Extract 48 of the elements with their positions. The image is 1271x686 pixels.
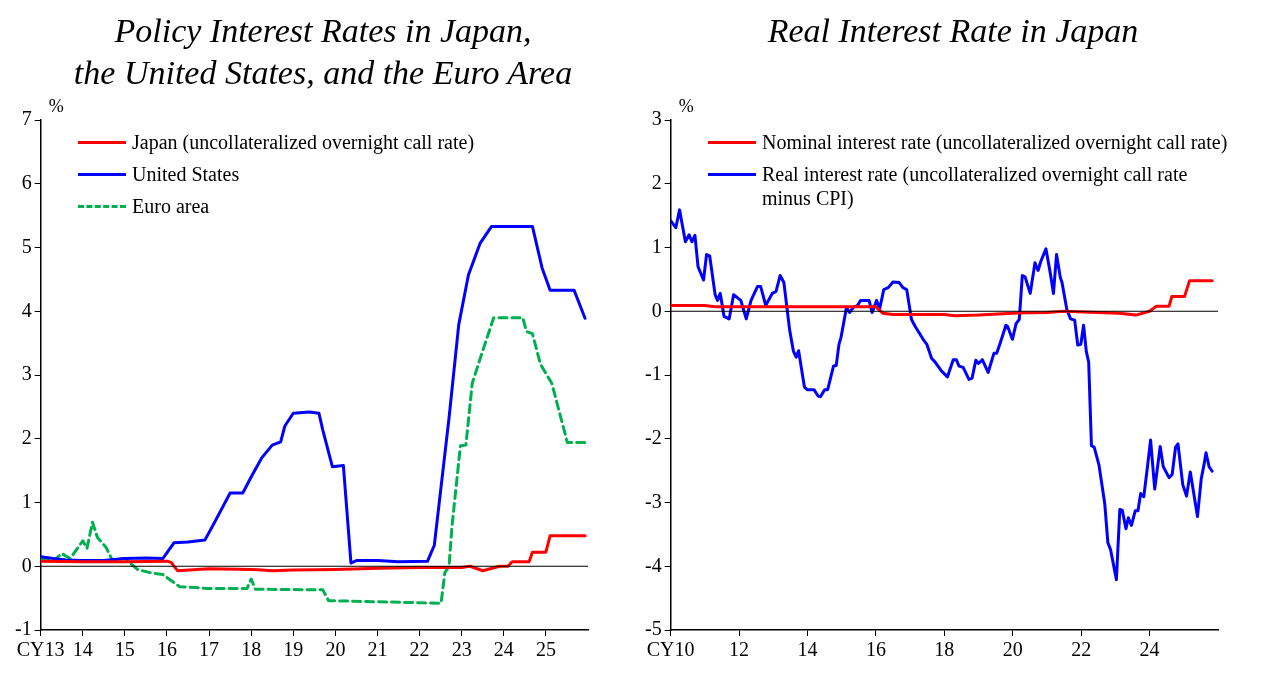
x-tick-label: 20 [1002,638,1023,661]
legend-label: Japan (uncollateralized overnight call rate) [132,130,475,154]
y-tick-label: 1 [21,489,32,512]
y-tick-label: 1 [651,234,662,257]
y-tick-label: -1 [644,362,662,385]
legend-label: Real interest rate (uncollateralized overnight call rate minus CPI) [762,162,1189,210]
x-tick-label: 24 [493,638,514,661]
legend-label: United States [132,162,240,186]
x-tick-label: 16 [156,638,177,661]
x-tick-label: 22 [409,638,430,661]
y-tick-label: -5 [644,617,662,640]
y-tick-label: 5 [21,234,32,257]
y-tick-label: 0 [21,553,32,576]
y-tick-label: -3 [644,489,662,512]
y-axis-title: % [48,95,64,116]
y-tick-label: -4 [644,553,662,576]
x-tick-label: 16 [865,638,886,661]
x-tick-label: 14 [797,638,818,661]
x-tick-label: CY10 [646,638,695,661]
y-tick-label: -1 [14,617,32,640]
legend-label: Nominal interest rate (uncollateralized overnight call rate) [762,130,1228,154]
y-tick-label: 3 [21,362,32,385]
chart-title: Policy Interest Rates in Japan, the United States, and the Euro Area [72,11,574,91]
x-tick-label: 25 [535,638,556,661]
x-tick-label: 14 [72,638,93,661]
y-axis-title: % [678,95,694,116]
x-tick-label: 17 [199,638,220,661]
x-tick-label: 22 [1071,638,1092,661]
x-tick-label: 19 [283,638,304,661]
y-tick-label: -2 [644,426,662,448]
legend-label: Euro area [132,194,210,218]
x-tick-label: 20 [325,638,346,661]
x-tick-label: 21 [367,638,388,661]
x-tick-label: 12 [729,638,750,661]
x-tick-label: 18 [934,638,955,661]
x-tick-label: 23 [451,638,472,661]
y-tick-label: 4 [21,298,32,321]
y-tick-label: 2 [21,426,32,448]
y-tick-label: 7 [21,107,32,130]
y-tick-label: 6 [21,171,32,193]
x-tick-label: CY13 [16,638,65,661]
chart-title: Real Interest Rate in Japan [766,11,1140,51]
x-tick-label: 18 [241,638,262,661]
x-tick-label: 24 [1139,638,1160,661]
y-tick-label: 2 [651,171,662,193]
x-tick-label: 15 [114,638,135,661]
y-tick-label: 3 [651,107,662,130]
y-tick-label: 0 [651,298,662,321]
